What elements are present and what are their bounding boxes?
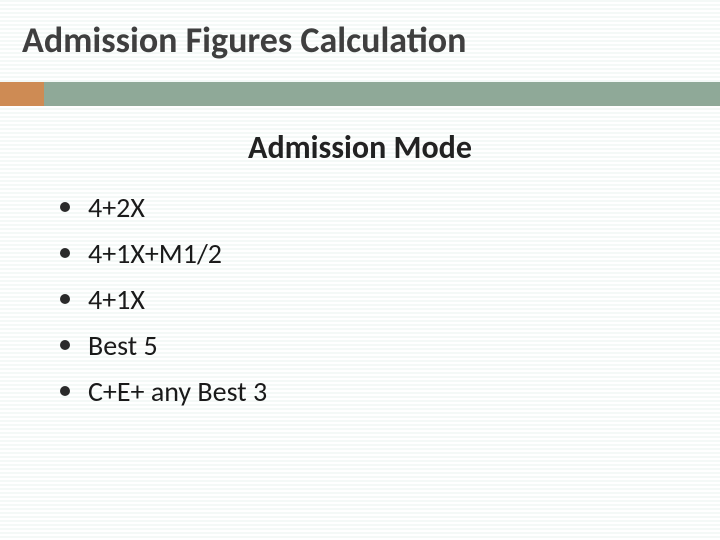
list-item: C+E+ any Best 3 — [60, 368, 267, 414]
subtitle: Admission Mode — [0, 128, 720, 167]
list-item-text: 4+2X — [88, 190, 145, 225]
list-item: 4+2X — [60, 184, 267, 230]
divider-bar — [0, 82, 720, 106]
divider-accent — [0, 82, 44, 106]
list-item: 4+1X+M1/2 — [60, 230, 267, 276]
list-item: 4+1X — [60, 276, 267, 322]
bullet-icon — [60, 386, 70, 396]
list-item: Best 5 — [60, 322, 267, 368]
divider-main — [44, 82, 720, 106]
slide-title: Admission Figures Calculation — [22, 18, 466, 62]
list-item-text: 4+1X+M1/2 — [88, 236, 222, 271]
bullet-icon — [60, 202, 70, 212]
bullet-icon — [60, 340, 70, 350]
list-item-text: 4+1X — [88, 282, 145, 317]
bullet-icon — [60, 248, 70, 258]
mode-list: 4+2X 4+1X+M1/2 4+1X Best 5 C+E+ any Best… — [60, 184, 267, 414]
bullet-icon — [60, 294, 70, 304]
list-item-text: Best 5 — [88, 328, 158, 363]
list-item-text: C+E+ any Best 3 — [88, 374, 267, 409]
